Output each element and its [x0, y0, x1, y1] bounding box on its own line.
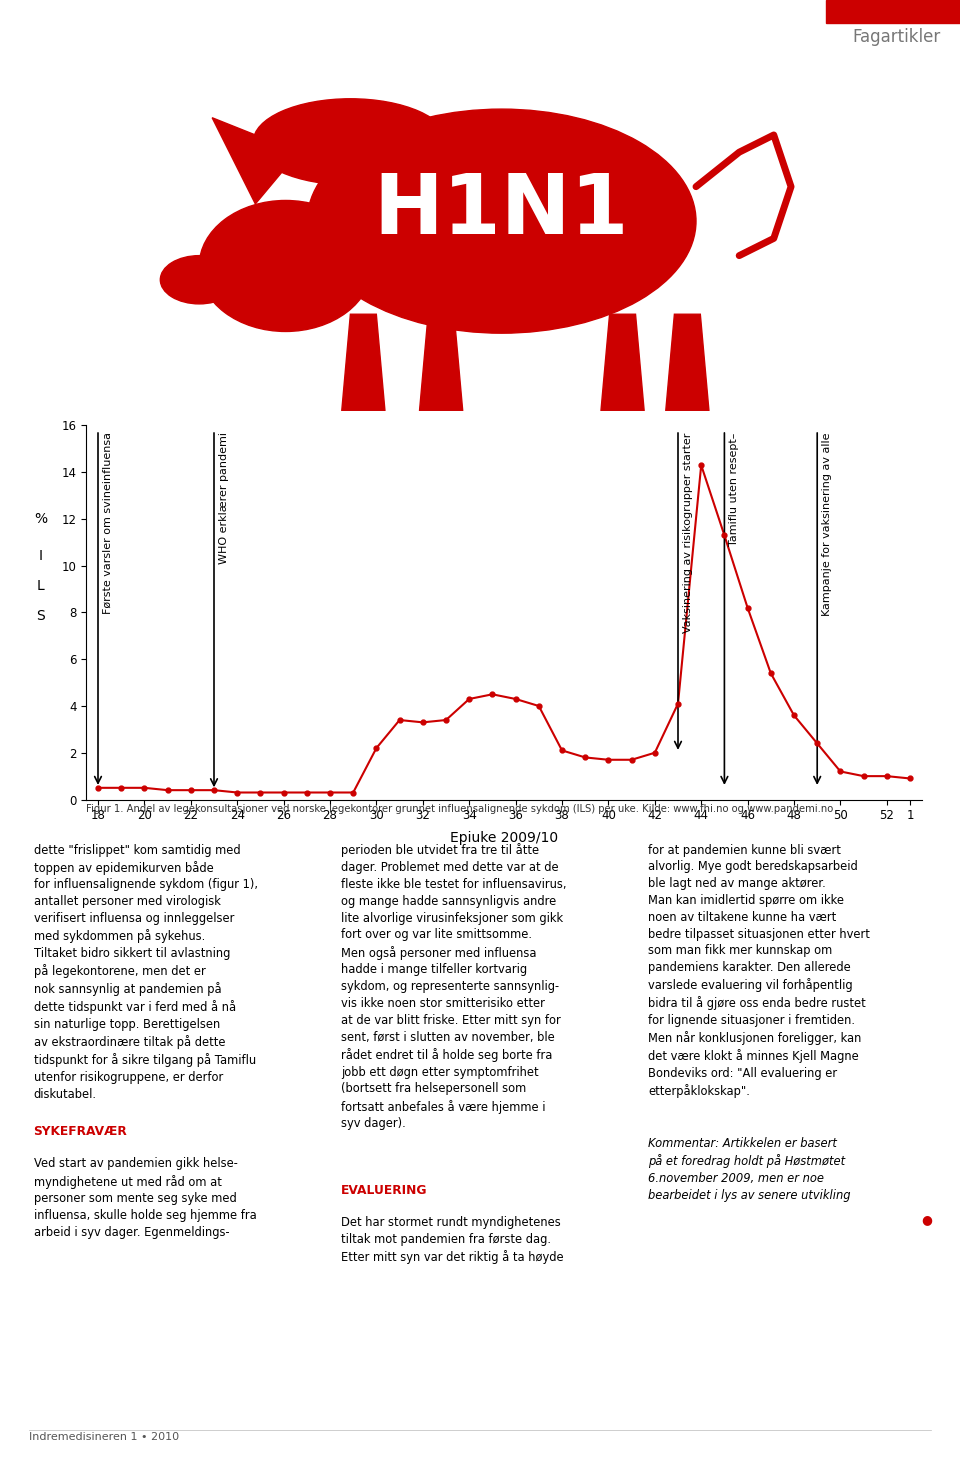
Text: S: S — [36, 609, 45, 623]
Polygon shape — [601, 314, 644, 411]
Bar — [826, 0, 960, 23]
Polygon shape — [286, 186, 372, 314]
Text: for at pandemien kunne bli svært
alvorlig. Mye godt beredskapsarbeid
ble lagt ne: for at pandemien kunne bli svært alvorli… — [648, 844, 870, 1099]
Text: Fagartikler: Fagartikler — [852, 28, 941, 47]
Text: ●: ● — [922, 1213, 932, 1226]
Text: Vaksinering av risikogrupper starter: Vaksinering av risikogrupper starter — [683, 433, 692, 632]
Text: Ved start av pandemien gikk helse-
myndighetene ut med råd om at
personer som me: Ved start av pandemien gikk helse- myndi… — [34, 1157, 256, 1240]
Text: %: % — [34, 512, 47, 527]
Ellipse shape — [253, 98, 447, 185]
Text: Figur 1. Andel av legekonsultasjoner ved norske legekontorer grunnet influensali: Figur 1. Andel av legekonsultasjoner ved… — [86, 804, 833, 814]
Text: Indremedisineren 1 • 2010: Indremedisineren 1 • 2010 — [29, 1432, 179, 1442]
Ellipse shape — [307, 109, 696, 333]
Text: WHO erklærer pandemi: WHO erklærer pandemi — [219, 433, 228, 565]
Text: perioden ble utvidet fra tre til åtte
dager. Problemet med dette var at de
flest: perioden ble utvidet fra tre til åtte da… — [341, 844, 566, 1130]
Polygon shape — [212, 117, 299, 204]
Text: EVALUERING: EVALUERING — [341, 1184, 427, 1197]
Text: Det har stormet rundt myndighetenes
tiltak mot pandemien fra første dag.
Etter m: Det har stormet rundt myndighetenes tilt… — [341, 1216, 564, 1265]
Text: Kommentar: Artikkelen er basert
på et foredrag holdt på Høstmøtet
6.november 200: Kommentar: Artikkelen er basert på et fo… — [648, 1137, 851, 1201]
Polygon shape — [666, 314, 709, 411]
Polygon shape — [420, 314, 463, 411]
Text: Tamiflu uten resept–: Tamiflu uten resept– — [729, 433, 739, 546]
Text: Første varsler om svineinfluensa: Første varsler om svineinfluensa — [103, 433, 112, 615]
Polygon shape — [342, 314, 385, 411]
Text: Kampanje for vaksinering av alle: Kampanje for vaksinering av alle — [822, 433, 831, 616]
Ellipse shape — [160, 255, 238, 304]
Ellipse shape — [200, 201, 372, 332]
Text: I: I — [38, 549, 42, 563]
X-axis label: Epiuke 2009/10: Epiuke 2009/10 — [450, 830, 558, 845]
Text: 9: 9 — [897, 1430, 908, 1448]
Text: SYKEFRAVÆR: SYKEFRAVÆR — [34, 1125, 128, 1138]
Text: L: L — [36, 579, 44, 593]
Text: H1N1: H1N1 — [373, 170, 630, 251]
Text: dette "frislippet" kom samtidig med
toppen av epidemikurven både
for influensali: dette "frislippet" kom samtidig med topp… — [34, 844, 257, 1102]
